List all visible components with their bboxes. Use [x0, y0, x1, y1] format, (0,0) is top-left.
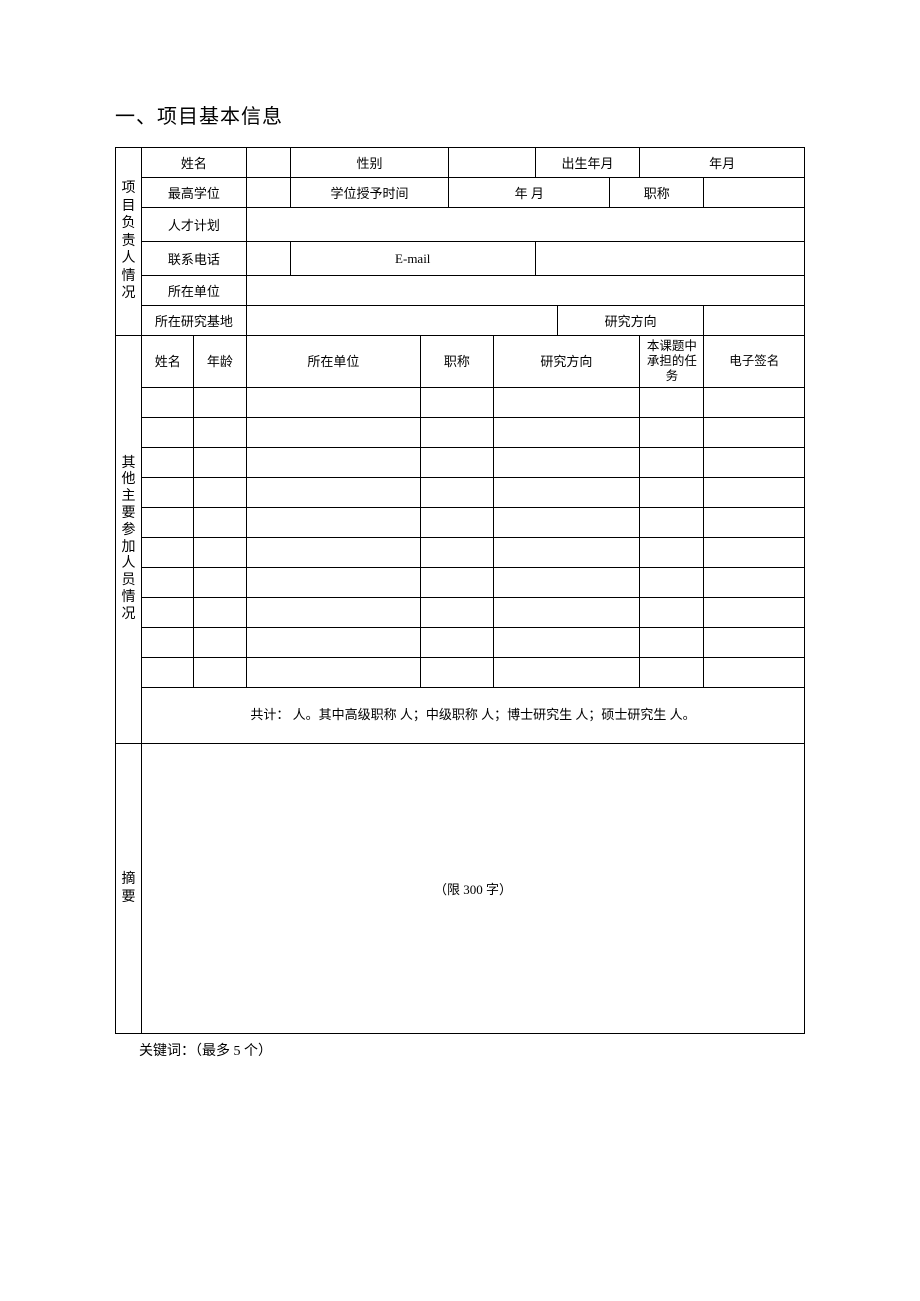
field-email[interactable] — [535, 242, 804, 276]
section-title: 一、项目基本信息 — [115, 100, 805, 129]
abstract-content[interactable]: （限 300 字） — [142, 744, 805, 1034]
label-title: 职称 — [610, 178, 704, 208]
header-name: 姓名 — [142, 336, 194, 388]
label-gender: 性别 — [290, 148, 449, 178]
table-row[interactable] — [142, 568, 194, 598]
table-row[interactable] — [142, 388, 194, 418]
header-task: 本课题中承担的任务 — [640, 336, 704, 388]
field-base[interactable] — [246, 306, 557, 336]
field-unit[interactable] — [246, 276, 804, 306]
header-age: 年龄 — [194, 336, 246, 388]
table-row[interactable] — [142, 418, 194, 448]
label-name: 姓名 — [142, 148, 246, 178]
field-degree-time[interactable]: 年 月 — [449, 178, 610, 208]
field-direction[interactable] — [704, 306, 805, 336]
abstract-section-label: 摘要 — [116, 744, 142, 1034]
field-name[interactable] — [246, 148, 290, 178]
table-row[interactable] — [142, 508, 194, 538]
header-sign: 电子签名 — [704, 336, 805, 388]
table-row[interactable] — [142, 628, 194, 658]
table-row[interactable] — [142, 658, 194, 688]
table-row[interactable] — [142, 448, 194, 478]
label-degree: 最高学位 — [142, 178, 246, 208]
header-unit: 所在单位 — [246, 336, 421, 388]
field-gender[interactable] — [449, 148, 535, 178]
field-phone[interactable] — [246, 242, 290, 276]
members-summary: 共计： 人。其中高级职称 人；中级职称 人；博士研究生 人；硕士研究生 人。 — [142, 688, 805, 744]
label-degree-time: 学位授予时间 — [290, 178, 449, 208]
keywords-note: 关键词：（最多 5 个） — [139, 1040, 805, 1060]
header-title: 职称 — [421, 336, 493, 388]
label-direction: 研究方向 — [557, 306, 704, 336]
form-table: 项目负责人情况 姓名 性别 出生年月 年月 最高学位 学位授予时间 年 月 职称… — [115, 147, 805, 1034]
field-talent[interactable] — [246, 208, 804, 242]
label-base: 所在研究基地 — [142, 306, 246, 336]
table-row[interactable] — [142, 598, 194, 628]
table-row[interactable] — [142, 538, 194, 568]
field-birth[interactable]: 年月 — [640, 148, 805, 178]
label-birth: 出生年月 — [535, 148, 639, 178]
leader-section-label: 项目负责人情况 — [116, 148, 142, 336]
label-talent: 人才计划 — [142, 208, 246, 242]
label-unit: 所在单位 — [142, 276, 246, 306]
table-row[interactable] — [142, 478, 194, 508]
label-email: E-mail — [290, 242, 535, 276]
header-direction: 研究方向 — [493, 336, 640, 388]
field-title[interactable] — [704, 178, 805, 208]
members-section-label: 其他主要参加人员情况 — [116, 336, 142, 744]
label-phone: 联系电话 — [142, 242, 246, 276]
field-degree[interactable] — [246, 178, 290, 208]
